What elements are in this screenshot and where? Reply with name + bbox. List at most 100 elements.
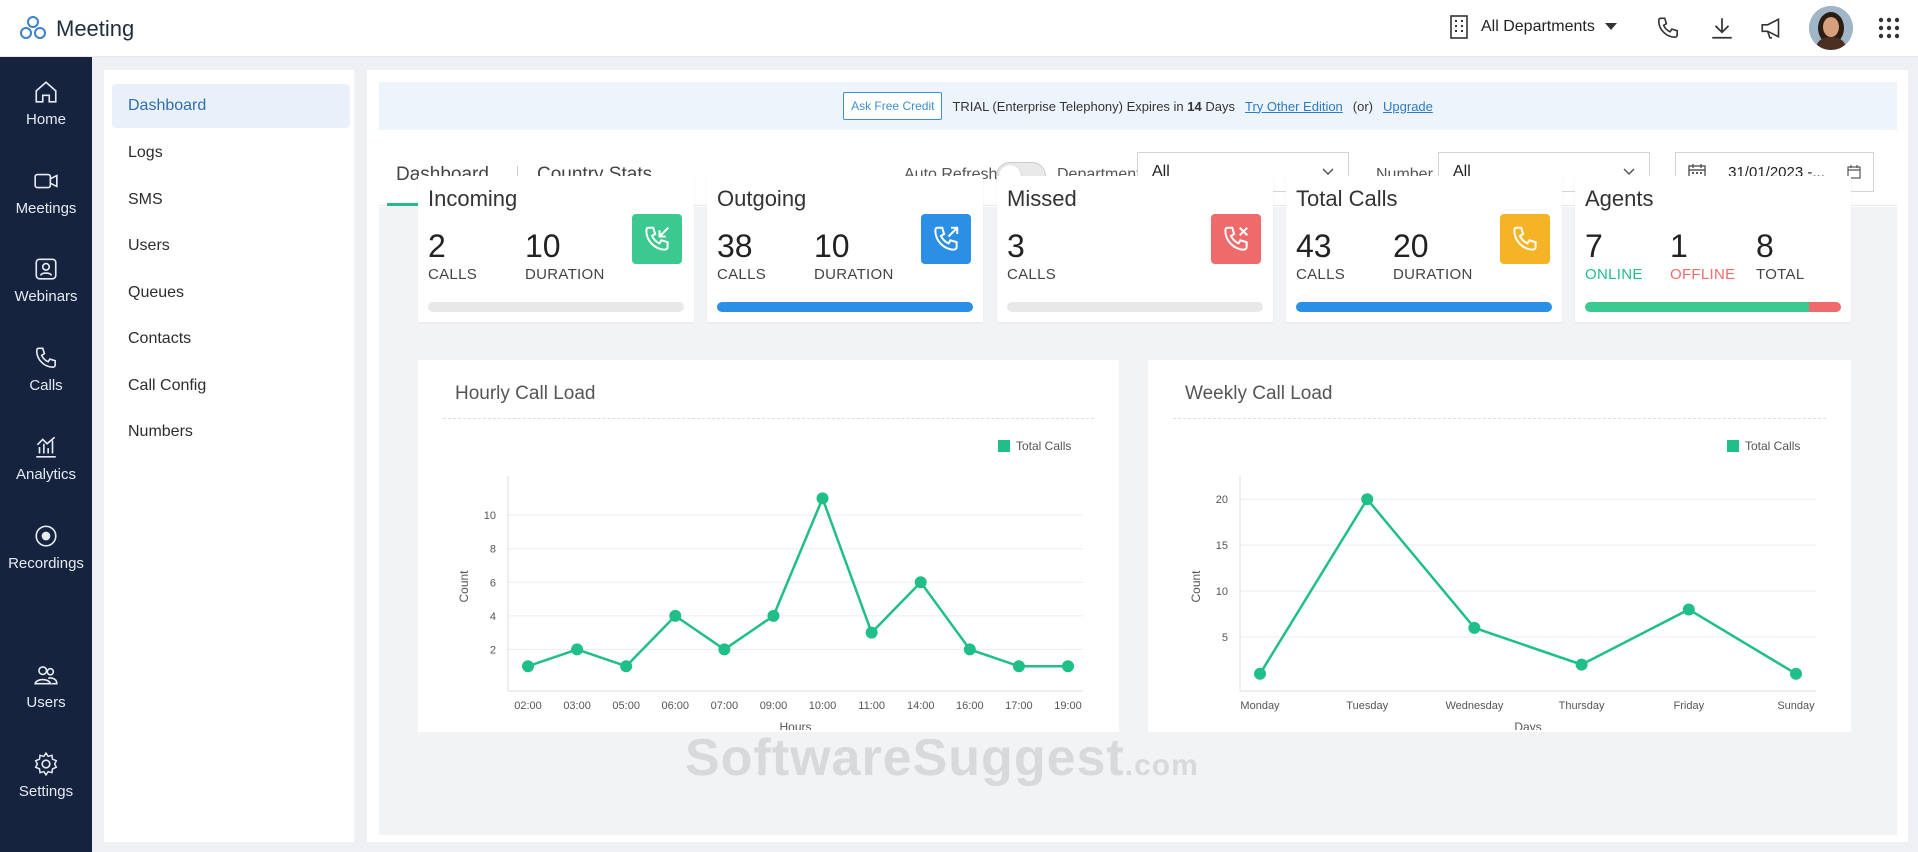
secondary-sidebar: Dashboard Logs SMS Users Queues Contacts… — [104, 70, 354, 842]
x-tick-label: 14:00 — [907, 700, 935, 712]
rail-item-analytics[interactable]: Analytics — [0, 434, 92, 483]
building-icon — [1450, 15, 1468, 39]
missed-call-icon — [1211, 214, 1261, 264]
calendar-small-icon — [1847, 165, 1861, 179]
stat-online: 7 ONLINE — [1585, 228, 1643, 283]
record-icon — [35, 525, 57, 547]
x-tick-label: Monday — [1240, 700, 1280, 712]
stat-calls: 38 CALLS — [717, 228, 767, 283]
rail-item-label: Analytics — [15, 466, 77, 483]
data-point — [767, 609, 780, 622]
x-tick-label: Tuesday — [1346, 700, 1388, 712]
data-point — [1062, 660, 1074, 673]
data-point — [1575, 658, 1588, 671]
hourly-call-load-card: Hourly Call Load 2 4 6 8 10 02:00 03:00 05:00 06… — [418, 360, 1119, 732]
phone-icon[interactable] — [1654, 14, 1682, 42]
rail-item-meetings[interactable]: Meetings — [0, 168, 92, 217]
x-tick-label: Sunday — [1777, 700, 1815, 712]
top-bar: Meeting All Departments — [0, 0, 1918, 57]
rail-item-label: Recordings — [8, 555, 84, 572]
series-line — [527, 494, 1068, 668]
gear-icon — [34, 751, 58, 777]
trial-or: (or) — [1352, 98, 1374, 114]
rail-item-webinars[interactable]: Webinars — [0, 256, 92, 305]
ask-free-credit-button[interactable]: Ask Free Credit — [843, 92, 943, 120]
chevron-down-icon — [1623, 168, 1635, 176]
stat-card-missed: Missed 3 CALLS — [997, 176, 1273, 322]
data-point — [522, 660, 534, 673]
chart-divider — [1173, 418, 1826, 419]
rail-item-settings[interactable]: Settings — [0, 751, 92, 800]
home-icon — [35, 81, 57, 103]
megaphone-icon[interactable] — [1758, 14, 1786, 42]
x-tick-label: Wednesday — [1445, 700, 1503, 712]
chart-title: Weekly Call Load — [1185, 383, 1333, 404]
data-point — [963, 643, 976, 656]
y-tick-label: 10 — [484, 510, 496, 522]
try-other-edition-link[interactable]: Try Other Edition — [1245, 98, 1343, 114]
sidebar-item-call-config[interactable]: Call Config — [128, 377, 207, 394]
download-icon[interactable] — [1708, 14, 1736, 42]
data-point — [1012, 660, 1025, 673]
department-selector[interactable]: All Departments — [1447, 14, 1617, 40]
weekly-call-load-chart: 5 10 15 20 Monday Tuesday Wednesday Thursday Fri… — [1189, 439, 1816, 730]
rail-item-recordings[interactable]: Recordings — [0, 523, 92, 572]
y-tick-label: 2 — [490, 644, 496, 656]
rail-item-users[interactable]: Users — [0, 662, 92, 711]
card-title: Total Calls — [1296, 186, 1398, 211]
brand[interactable]: Meeting — [18, 14, 134, 44]
incoming-call-icon — [632, 214, 682, 264]
number-filter-value: All — [1453, 163, 1471, 180]
trial-banner: Ask Free Credit TRIAL (Enterprise Teleph… — [379, 82, 1897, 130]
x-tick-label: 09:00 — [760, 700, 788, 712]
y-tick-label: 10 — [1216, 586, 1228, 598]
upgrade-link[interactable]: Upgrade — [1383, 98, 1433, 114]
sidebar-item-users[interactable]: Users — [128, 237, 170, 254]
x-tick-label: 16:00 — [956, 700, 984, 712]
data-point — [1682, 603, 1695, 616]
data-point — [1361, 493, 1374, 506]
apps-grid-icon[interactable] — [1875, 14, 1903, 42]
y-axis-title: Count — [1189, 570, 1203, 603]
rail-item-home[interactable]: Home — [0, 79, 92, 128]
legend-swatch — [998, 440, 1010, 452]
rail-item-label: Home — [25, 111, 66, 128]
phone-icon — [1500, 214, 1550, 264]
series-line — [1258, 497, 1797, 675]
stat-calls: 3 CALLS — [1007, 228, 1057, 283]
sidebar-item-dashboard[interactable]: Dashboard — [112, 84, 350, 128]
data-point — [1254, 667, 1266, 680]
rail-item-calls[interactable]: Calls — [0, 345, 92, 394]
stat-card-outgoing: Outgoing 38 CALLS 10 DURATION — [707, 176, 983, 322]
y-tick-label: 15 — [1216, 540, 1228, 552]
x-tick-label: 17:00 — [1005, 700, 1033, 712]
watermark-suffix: .com — [1124, 749, 1199, 782]
sidebar-item-sms[interactable]: SMS — [128, 191, 163, 208]
outgoing-call-icon — [921, 214, 971, 264]
chart-title: Hourly Call Load — [455, 383, 596, 404]
legend-swatch — [1727, 440, 1739, 452]
x-axis-title: Days — [1514, 720, 1541, 730]
watermark: SoftwareSuggest.com — [685, 728, 1199, 788]
rail-item-label: Settings — [18, 783, 74, 800]
data-point — [620, 660, 633, 673]
users-icon — [34, 666, 58, 685]
y-tick-label: 5 — [1222, 632, 1228, 644]
y-tick-label: 6 — [490, 577, 496, 589]
chevron-down-icon — [1322, 168, 1334, 176]
card-title: Agents — [1585, 186, 1654, 211]
sidebar-item-contacts[interactable]: Contacts — [128, 330, 192, 347]
rail-item-label: Meetings — [15, 200, 77, 217]
sidebar-item-queues[interactable]: Queues — [128, 284, 185, 301]
weekly-call-load-card: Weekly Call Load 5 10 15 20 Monday Tuesday Wed… — [1148, 360, 1851, 732]
trial-text-suffix: Days — [1205, 98, 1236, 114]
trial-text: TRIAL (Enterprise Telephony) Expires in … — [952, 99, 1235, 114]
stat-duration: 10 DURATION — [814, 228, 894, 283]
watermark-main: SoftwareSuggest — [685, 729, 1125, 787]
user-avatar[interactable] — [1809, 6, 1853, 50]
card-title: Missed — [1007, 186, 1077, 211]
x-tick-label: 05:00 — [612, 700, 640, 712]
x-tick-label: 19:00 — [1054, 700, 1082, 712]
sidebar-item-numbers[interactable]: Numbers — [128, 423, 193, 440]
sidebar-item-logs[interactable]: Logs — [128, 144, 163, 161]
